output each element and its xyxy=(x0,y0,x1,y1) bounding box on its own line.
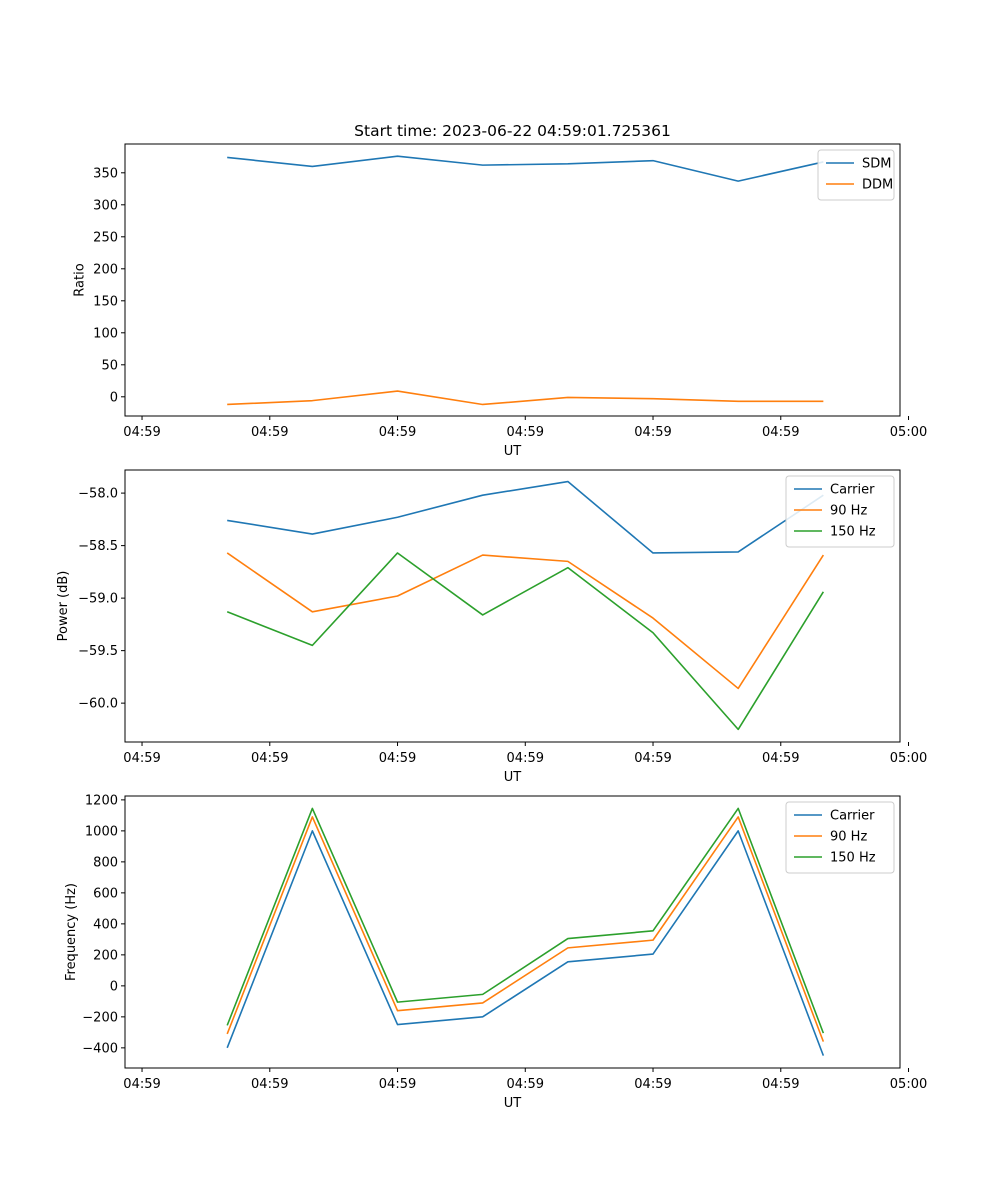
y-tick-label: −59.0 xyxy=(78,592,118,607)
y-tick-label: −400 xyxy=(82,1041,118,1056)
axes-frame xyxy=(124,143,901,417)
legend-label: 150 Hz xyxy=(830,525,876,540)
x-tick-label: 04:59 xyxy=(634,425,671,440)
x-tick-label: 04:59 xyxy=(123,751,160,766)
y-axis-label: Frequency (Hz) xyxy=(64,883,79,981)
series-line-90-hz xyxy=(226,552,825,690)
y-tick-label: 800 xyxy=(93,855,118,870)
x-tick-label: 04:59 xyxy=(762,425,799,440)
x-tick-label: 04:59 xyxy=(634,751,671,766)
series-line-90-hz xyxy=(226,816,825,1042)
x-tick-label: 04:59 xyxy=(251,751,288,766)
x-axis-label: UT xyxy=(504,770,522,785)
axes-frame xyxy=(124,469,901,743)
y-tick-label: 0 xyxy=(110,390,118,405)
x-tick-label: 04:59 xyxy=(762,751,799,766)
series-line-carrier xyxy=(226,830,825,1056)
y-tick-label: 600 xyxy=(93,886,118,901)
legend-label: 90 Hz xyxy=(830,830,867,845)
x-tick-label: 04:59 xyxy=(379,1077,416,1092)
y-tick-label: −58.0 xyxy=(78,487,118,502)
legend-label: 90 Hz xyxy=(830,504,867,519)
x-tick-label: 04:59 xyxy=(123,1077,160,1092)
y-tick-label: 150 xyxy=(93,294,118,309)
legend-label: Carrier xyxy=(830,483,875,498)
y-tick-label: −59.5 xyxy=(78,644,118,659)
y-tick-label: 250 xyxy=(93,230,118,245)
chart-panel-3: −400 −200 0 200 400 600 800 1000 1200 04:59 04:59 0… xyxy=(64,793,927,1111)
legend-box xyxy=(785,801,895,874)
legend: Carrier 90 Hz 150 Hz xyxy=(785,475,895,548)
y-tick-label: 50 xyxy=(101,358,118,373)
x-tick-label: 04:59 xyxy=(251,1077,288,1092)
x-tick-label: 05:00 xyxy=(890,425,927,440)
x-tick-label: 05:00 xyxy=(890,1077,927,1092)
legend-label: 150 Hz xyxy=(830,851,876,866)
legend-box xyxy=(785,475,895,548)
x-tick-label: 04:59 xyxy=(507,751,544,766)
x-axis-label: UT xyxy=(504,1096,522,1111)
axes-frame xyxy=(124,795,901,1069)
legend-label: DDM xyxy=(862,178,893,193)
y-tick-label: 350 xyxy=(93,166,118,181)
legend-label: SDM xyxy=(862,157,891,172)
x-tick-label: 04:59 xyxy=(634,1077,671,1092)
y-tick-label: −200 xyxy=(82,1010,118,1025)
x-axis-label: UT xyxy=(504,444,522,459)
y-tick-label: 100 xyxy=(93,326,118,341)
y-axis-label: Ratio xyxy=(72,263,87,296)
y-tick-label: 400 xyxy=(93,917,118,932)
series-line-sdm xyxy=(227,155,824,182)
x-tick-label: 04:59 xyxy=(507,1077,544,1092)
series-line-carrier xyxy=(227,480,824,554)
series-line-ddm xyxy=(227,390,824,406)
legend: SDM DDM xyxy=(817,149,895,201)
x-tick-label: 04:59 xyxy=(251,425,288,440)
y-tick-label: 1000 xyxy=(85,824,118,839)
legend: Carrier 90 Hz 150 Hz xyxy=(785,801,895,874)
figure-title: Start time: 2023-06-22 04:59:01.725361 xyxy=(354,122,671,140)
y-tick-label: 300 xyxy=(93,198,118,213)
y-tick-label: 0 xyxy=(110,979,118,994)
y-tick-label: −58.5 xyxy=(78,539,118,554)
x-tick-label: 04:59 xyxy=(507,425,544,440)
x-tick-label: 04:59 xyxy=(379,751,416,766)
y-tick-label: 200 xyxy=(93,262,118,277)
y-axis-label: Power (dB) xyxy=(56,571,71,642)
series-line-150-hz xyxy=(226,807,825,1034)
x-tick-label: 04:59 xyxy=(762,1077,799,1092)
chart-panel-2: −60.0 −59.5 −59.0 −58.5 −58.0 04:59 04:59 04:59… xyxy=(56,469,927,785)
x-tick-label: 04:59 xyxy=(123,425,160,440)
y-tick-label: 200 xyxy=(93,948,118,963)
y-tick-label: 1200 xyxy=(85,793,118,808)
x-tick-label: 04:59 xyxy=(379,425,416,440)
x-tick-label: 05:00 xyxy=(890,751,927,766)
legend-label: Carrier xyxy=(830,809,875,824)
series-line-150-hz xyxy=(226,552,825,731)
y-tick-label: −60.0 xyxy=(78,697,118,712)
chart-panel-1: 0 50 100 150 200 250 300 350 04:59 04:59 04:59 04:5… xyxy=(72,143,927,459)
